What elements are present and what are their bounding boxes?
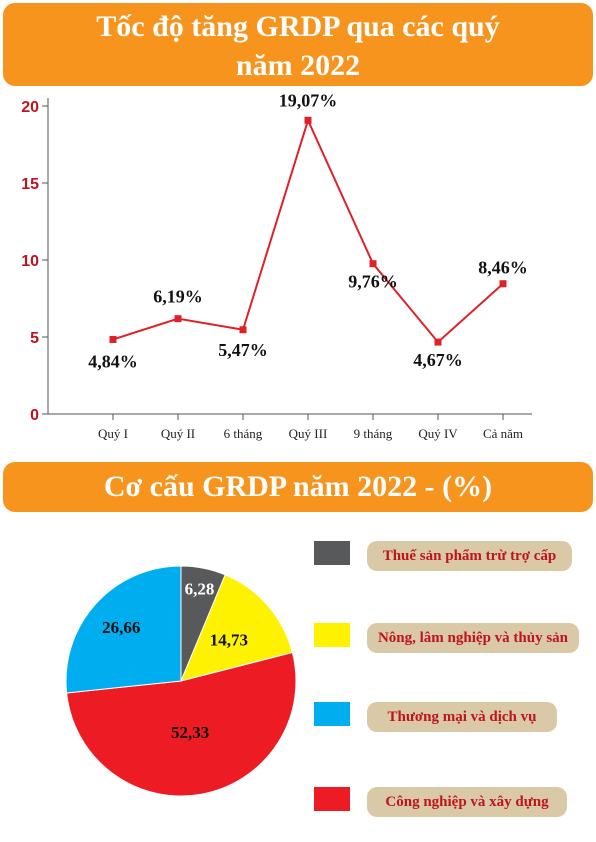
legend-swatch (314, 702, 350, 726)
data-point (434, 338, 442, 346)
line-chart-title-line2: năm 2022 (235, 49, 361, 82)
data-point (109, 335, 117, 343)
pie-slice (65, 565, 182, 694)
legend-swatch (314, 787, 350, 811)
y-tick-label: 5 (30, 330, 39, 347)
y-tick-label: 0 (30, 407, 39, 424)
legend-item: Thương mại và dịch vụ (314, 702, 579, 732)
pie-slice-label: 52,33 (171, 723, 209, 742)
pie-chart-title-banner: Cơ cấu GRDP năm 2022 - (%) (3, 462, 593, 512)
data-label: 4,67% (413, 350, 463, 370)
legend-label: Thương mại và dịch vụ (367, 702, 557, 732)
pie-slice-label: 14,73 (210, 631, 248, 650)
y-tick-label: 10 (21, 253, 39, 270)
line-chart-title-banner: Tốc độ tăng GRDP qua các quý năm 2022 (3, 3, 593, 86)
data-point (239, 326, 247, 334)
data-label: 5,47% (218, 340, 268, 360)
line-chart-title: Tốc độ tăng GRDP qua các quý (96, 10, 500, 43)
pie-slice-label: 6,28 (185, 580, 215, 599)
data-label: 8,46% (478, 258, 528, 278)
y-tick-label: 20 (21, 99, 39, 116)
x-tick-label: 6 tháng (224, 426, 263, 441)
legend-label: Công nghiệp và xây dựng (367, 787, 567, 817)
x-tick-label: 9 tháng (354, 426, 393, 441)
x-tick-label: Quý I (98, 426, 128, 441)
data-point (499, 280, 507, 288)
data-point (174, 315, 182, 323)
legend-label: Nông, lâm nghiệp và thủy sản (367, 623, 579, 653)
y-tick-label: 15 (21, 176, 39, 193)
data-label: 6,19% (153, 287, 203, 307)
legend-swatch (314, 541, 350, 565)
data-label: 4,84% (88, 351, 138, 371)
pie-slice-label: 26,66 (102, 618, 140, 637)
pie-slice (66, 651, 297, 797)
line-chart: 0 5 10 15 20 Quý I Quý II 6 tháng Quý III 9 tháng… (21, 90, 532, 441)
x-tick-label: Quý III (289, 426, 328, 441)
data-label: 9,76% (348, 272, 398, 292)
data-point (304, 116, 312, 124)
legend-item: Thuế sản phẩm trừ trợ cấp (314, 541, 579, 571)
x-tick-label: Quý IV (418, 426, 458, 441)
data-point (369, 260, 377, 268)
data-label: 19,07% (279, 90, 338, 110)
pie-slice (180, 574, 294, 682)
legend-item: Nông, lâm nghiệp và thủy sản (314, 623, 579, 653)
pie-chart-title: Cơ cấu GRDP năm 2022 - (%) (103, 470, 493, 503)
legend-label: Thuế sản phẩm trừ trợ cấp (367, 541, 572, 571)
legend-item: Công nghiệp và xây dựng (314, 787, 579, 817)
legend-swatch (314, 623, 350, 647)
x-tick-label: Cả năm (483, 426, 523, 441)
x-tick-label: Quý II (161, 426, 195, 441)
